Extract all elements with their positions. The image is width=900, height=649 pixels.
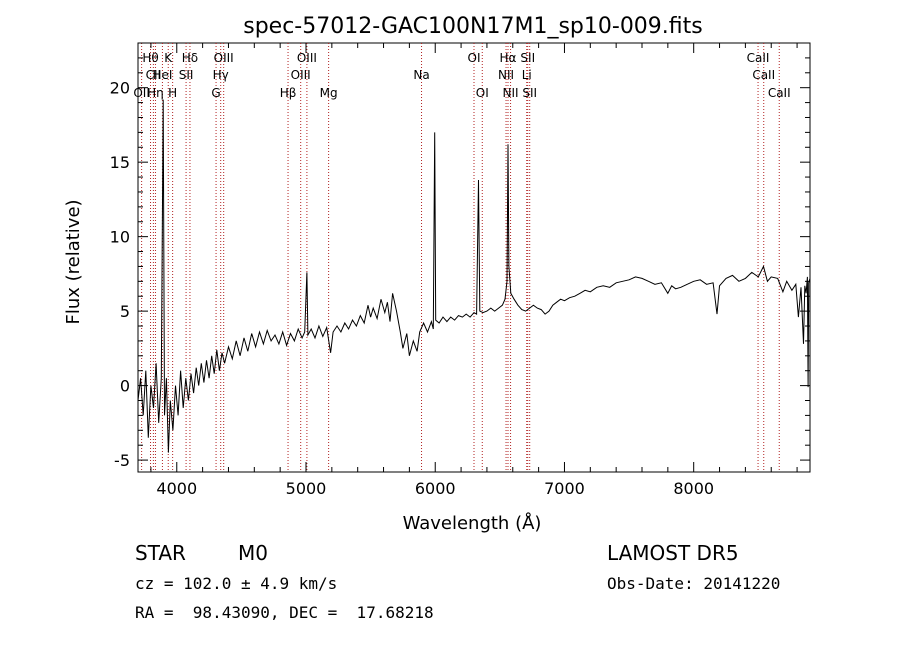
y-tick-label: 20 [110,79,130,98]
coordinates: RA = 98.43090, DEC = 17.68218 [135,603,434,622]
axis-tick-labels: 4000 5000 6000 7000 8000 -5 0 5 10 15 20 [110,79,714,498]
line-marker-label: Hδ [182,51,198,65]
line-marker-label: OIII [214,51,234,65]
y-axis-label: Flux (relative) [63,199,84,324]
line-marker-label: K [164,51,173,65]
axis-ticks [138,42,810,472]
x-tick-label: 7000 [544,479,585,498]
line-marker-label: OIII [297,51,317,65]
line-marker-label: Na [413,68,429,82]
x-tick-label: 8000 [673,479,714,498]
line-marker-label: SII [522,86,537,100]
object-type: STAR [135,541,186,565]
y-tick-label: -5 [114,451,130,470]
line-marker-label: Hγ [213,68,229,82]
object-subclass: M0 [238,541,268,565]
line-marker-label: HeI [152,68,172,82]
spectrum-series-line [137,99,811,453]
y-tick-label: 10 [110,228,130,247]
line-marker-label: OIII [291,68,311,82]
line-marker-label: SII [179,68,194,82]
line-marker-label: CII [146,68,161,82]
line-marker-label: H [168,86,177,100]
line-marker-label: OI [476,86,489,100]
line-marker-label: CaII [768,86,791,100]
x-tick-label: 4000 [156,479,197,498]
line-marker-label: Hα [500,51,517,65]
line-marker-label: Hβ [280,86,297,100]
redshift-velocity: cz = 102.0 ± 4.9 km/s [135,574,338,593]
line-marker-label: Li [522,68,532,82]
line-marker-label: OI [468,51,481,65]
y-tick-label: 15 [110,153,130,172]
line-marker-label: Hη [147,86,164,100]
line-marker-label: Mg [320,86,338,100]
line-marker-group [141,43,780,472]
plot-frame [137,42,811,473]
line-marker-label: G [211,86,220,100]
line-marker-label: NII [498,68,514,82]
observation-date: Obs-Date: 20141220 [607,574,781,593]
x-tick-label: 6000 [415,479,456,498]
line-marker-label: CaII [752,68,775,82]
line-marker-label: NII [503,86,519,100]
line-marker-label: Hθ [142,51,158,65]
survey-name: LAMOST DR5 [607,541,739,565]
line-marker-label: SII [520,51,535,65]
y-tick-label: 0 [120,377,130,396]
line-marker-label: CaII [747,51,770,65]
chart-title: spec-57012-GAC100N17M1_sp10-009.fits [243,14,703,39]
y-tick-label: 5 [120,302,130,321]
x-tick-label: 5000 [286,479,327,498]
line-marker-label: OII [133,86,150,100]
x-axis-label: Wavelength (Å) [403,512,542,534]
